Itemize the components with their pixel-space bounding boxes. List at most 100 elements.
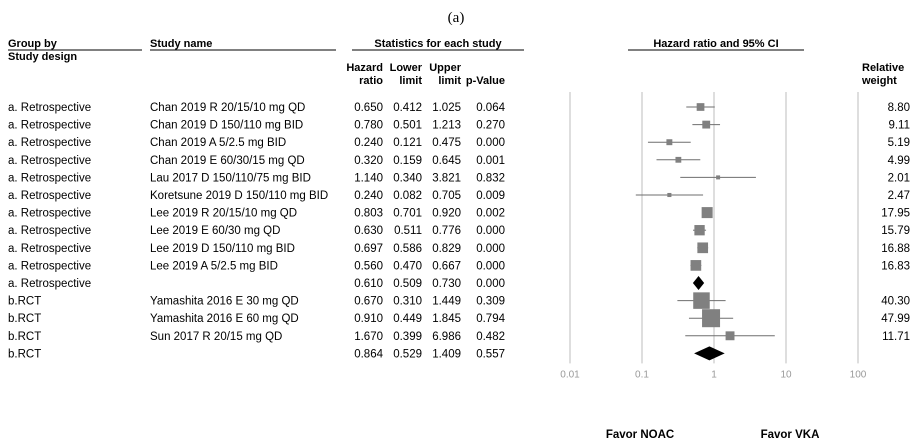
- row-group: a. Retrospective: [8, 278, 91, 290]
- row-hazard-ratio: 0.910: [354, 313, 383, 325]
- row-hazard-ratio: 0.320: [354, 155, 383, 167]
- row-relative-weight: 16.83: [881, 260, 910, 272]
- row-upper-limit: 0.705: [432, 190, 461, 202]
- row-hazard-ratio: 0.670: [354, 296, 383, 308]
- row-hazard-ratio: 0.630: [354, 225, 383, 237]
- row-p-value: 0.270: [476, 120, 505, 132]
- row-lower-limit: 0.121: [393, 137, 422, 149]
- row-upper-limit: 0.475: [432, 137, 461, 149]
- favor-vka-label: Favor VKA: [761, 429, 820, 441]
- point-estimate-marker: [690, 260, 702, 271]
- row-lower-limit: 0.082: [393, 190, 422, 202]
- row-lower-limit: 0.159: [393, 155, 422, 167]
- header-upper-2: limit: [438, 75, 461, 87]
- header-ci: Hazard ratio and 95% CI: [653, 38, 778, 50]
- row-relative-weight: 16.88: [881, 243, 910, 255]
- row-study-name: Chan 2019 D 150/110 mg BID: [150, 120, 303, 132]
- row-study-name: Chan 2019 A 5/2.5 mg BID: [150, 137, 286, 149]
- header-group-by: Group by: [8, 38, 58, 50]
- row-upper-limit: 0.920: [432, 208, 461, 220]
- summary-diamond: [694, 346, 725, 361]
- row-study-name: Lee 2019 E 60/30 mg QD: [150, 225, 280, 237]
- row-study-name: Lau 2017 D 150/110/75 mg BID: [150, 172, 311, 184]
- row-relative-weight: 9.11: [888, 120, 910, 132]
- row-relative-weight: 2.01: [888, 172, 910, 184]
- x-tick-label: 10: [780, 369, 792, 380]
- x-tick-label: 0.1: [635, 369, 649, 380]
- row-group: a. Retrospective: [8, 120, 91, 132]
- row-relative-weight: 15.79: [881, 225, 910, 237]
- x-tick-label: 0.01: [560, 369, 580, 380]
- point-estimate-marker: [725, 331, 735, 341]
- row-group: a. Retrospective: [8, 102, 91, 114]
- row-lower-limit: 0.529: [393, 348, 422, 360]
- row-group: a. Retrospective: [8, 243, 91, 255]
- row-group: a. Retrospective: [8, 155, 91, 167]
- row-hazard-ratio: 0.240: [354, 190, 383, 202]
- row-group: a. Retrospective: [8, 172, 91, 184]
- point-estimate-marker: [667, 192, 672, 198]
- header-relative-1: Relative: [862, 62, 904, 74]
- point-estimate-marker: [702, 120, 711, 129]
- row-upper-limit: 1.845: [432, 313, 461, 325]
- row-lower-limit: 0.340: [393, 172, 422, 184]
- row-relative-weight: 8.80: [888, 102, 910, 114]
- row-lower-limit: 0.412: [393, 102, 422, 114]
- row-group: b.RCT: [8, 348, 41, 360]
- row-upper-limit: 6.986: [432, 331, 461, 343]
- row-upper-limit: 1.409: [432, 348, 461, 360]
- row-lower-limit: 0.511: [394, 225, 422, 237]
- header-hazard-1: Hazard: [346, 62, 383, 74]
- row-upper-limit: 0.645: [432, 155, 461, 167]
- row-group: a. Retrospective: [8, 260, 91, 272]
- table-rows: a. Retrospective Chan 2019 R 20/15/10 mg …: [8, 102, 910, 360]
- point-estimate-marker: [701, 207, 713, 219]
- row-upper-limit: 1.025: [432, 102, 461, 114]
- row-study-name: Chan 2019 E 60/30/15 mg QD: [150, 155, 305, 167]
- row-hazard-ratio: 1.670: [354, 331, 383, 343]
- x-axis-ticks: 0.01 0.1 1 10 100: [560, 369, 867, 380]
- row-group: a. Retrospective: [8, 137, 91, 149]
- row-upper-limit: 0.776: [432, 225, 461, 237]
- row-lower-limit: 0.470: [393, 260, 422, 272]
- row-upper-limit: 3.821: [432, 172, 461, 184]
- row-relative-weight: 11.71: [882, 331, 910, 343]
- row-hazard-ratio: 0.803: [354, 208, 383, 220]
- row-study-name: Yamashita 2016 E 30 mg QD: [150, 296, 299, 308]
- point-estimate-marker: [675, 156, 682, 163]
- row-p-value: 0.000: [476, 260, 505, 272]
- row-p-value: 0.009: [476, 190, 505, 202]
- row-p-value: 0.002: [476, 208, 505, 220]
- row-lower-limit: 0.449: [393, 313, 422, 325]
- row-p-value: 0.000: [476, 137, 505, 149]
- row-p-value: 0.482: [476, 331, 505, 343]
- row-group: a. Retrospective: [8, 208, 91, 220]
- x-tick-label: 1: [711, 369, 717, 380]
- header-statistics: Statistics for each study: [374, 38, 502, 50]
- row-lower-limit: 0.509: [393, 278, 422, 290]
- row-p-value: 0.000: [476, 243, 505, 255]
- point-estimate-marker: [696, 103, 705, 111]
- row-relative-weight: 17.95: [881, 208, 910, 220]
- row-group: a. Retrospective: [8, 190, 91, 202]
- summary-diamond: [692, 276, 705, 290]
- row-relative-weight: 2.47: [888, 190, 910, 202]
- point-estimate-marker: [697, 242, 709, 254]
- row-hazard-ratio: 0.697: [354, 243, 383, 255]
- favor-noac-label: Favor NOAC: [606, 429, 674, 441]
- row-p-value: 0.309: [476, 296, 505, 308]
- row-relative-weight: 4.99: [888, 155, 910, 167]
- row-p-value: 0.557: [476, 348, 505, 360]
- header-relative-2: weight: [861, 75, 897, 87]
- row-p-value: 0.000: [476, 225, 505, 237]
- row-lower-limit: 0.310: [393, 296, 422, 308]
- row-lower-limit: 0.399: [393, 331, 422, 343]
- row-p-value: 0.064: [476, 102, 505, 114]
- row-study-name: Chan 2019 R 20/15/10 mg QD: [150, 102, 305, 114]
- row-study-name: Lee 2019 D 150/110 mg BID: [150, 243, 295, 255]
- row-p-value: 0.000: [476, 278, 505, 290]
- point-estimate-marker: [666, 139, 673, 146]
- row-relative-weight: 40.30: [881, 296, 910, 308]
- header-lower-1: Lower: [390, 62, 423, 74]
